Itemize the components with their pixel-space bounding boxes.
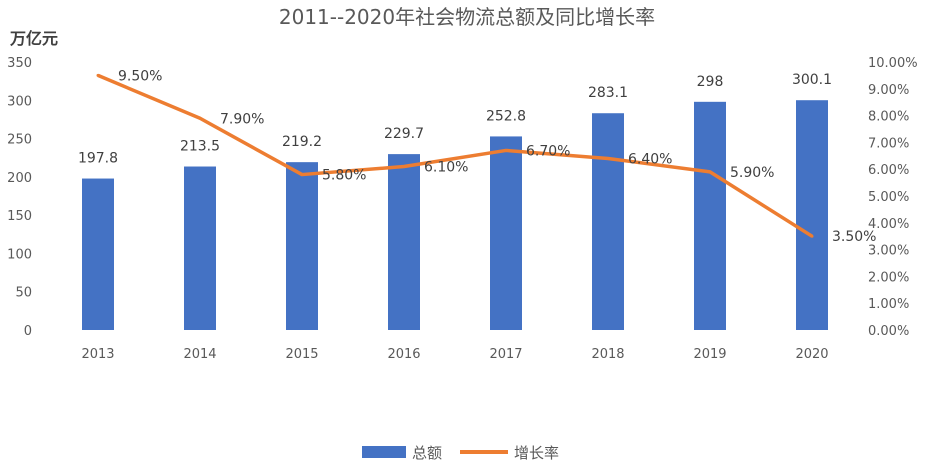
bar (82, 178, 114, 330)
y2-tick-label: 0.00% (868, 324, 909, 339)
x-tick-label: 2014 (183, 347, 216, 362)
line-point (96, 73, 100, 77)
legend: 总额 增长率 (362, 444, 559, 462)
bar-data-label: 300.1 (792, 72, 832, 88)
y2-tick-label: 2.00% (868, 270, 909, 285)
y-tick-label: 200 (7, 171, 32, 186)
x-tick-label: 2015 (285, 347, 318, 362)
bar-data-label: 219.2 (282, 134, 322, 150)
bar (490, 136, 522, 330)
line-point (402, 165, 406, 169)
chart-title: 2011--2020年社会物流总额及同比增长率 (279, 5, 655, 29)
line-data-label: 5.90% (730, 165, 774, 181)
x-tick-label: 2013 (81, 347, 114, 362)
line-point (606, 156, 610, 160)
y-tick-label: 150 (7, 209, 32, 224)
bar (694, 101, 726, 331)
line-point (504, 148, 508, 152)
bar-data-label: 298 (697, 74, 724, 90)
bar (286, 162, 318, 330)
line-data-label: 3.50% (832, 229, 876, 245)
x-tick-label: 2016 (387, 347, 420, 362)
y2-tick-label: 8.00% (868, 110, 909, 125)
x-tick-label: 2020 (795, 347, 828, 362)
y-axis-label: 万亿元 (9, 29, 58, 48)
y-tick-label: 0 (24, 324, 32, 339)
legend-label-bar: 总额 (412, 444, 442, 462)
bar-data-label: 229.7 (384, 126, 424, 142)
y-tick-label: 100 (7, 247, 32, 262)
left-axis: 0 50 100 150 200 250 300 350 (7, 56, 32, 339)
bar (184, 166, 216, 330)
y-tick-label: 50 (15, 286, 32, 301)
line-point (810, 234, 814, 238)
y2-tick-label: 4.00% (868, 217, 909, 232)
y2-tick-label: 1.00% (868, 297, 909, 312)
line-data-label: 5.80% (322, 168, 366, 184)
line-data-label: 6.70% (526, 143, 570, 159)
right-axis: 0.00% 1.00% 2.00% 3.00% 4.00% 5.00% 6.00% 7.00%… (868, 56, 918, 339)
bar-data-label: 283.1 (588, 85, 628, 101)
bar (388, 154, 420, 330)
x-tick-label: 2017 (489, 347, 522, 362)
y-tick-label: 250 (7, 133, 32, 148)
line-point (708, 170, 712, 174)
y2-tick-label: 7.00% (868, 136, 909, 151)
line-data-label: 7.90% (220, 111, 264, 127)
x-axis: 2013 2014 2015 2016 2017 2018 2019 2020 (81, 347, 828, 362)
line-data-label: 6.40% (628, 151, 672, 167)
line-point (300, 173, 304, 177)
line-data-label: 6.10% (424, 160, 468, 176)
bar-data-label: 213.5 (180, 139, 220, 155)
bar (796, 100, 828, 331)
y2-tick-label: 10.00% (868, 56, 918, 71)
bar-data-label: 252.8 (486, 108, 526, 124)
bar-data-label: 197.8 (78, 151, 118, 167)
growth-line (97, 73, 813, 238)
y2-tick-label: 5.00% (868, 190, 909, 205)
y-tick-label: 300 (7, 94, 32, 109)
y2-tick-label: 3.00% (868, 244, 909, 259)
y2-tick-label: 9.00% (868, 83, 909, 98)
x-tick-label: 2019 (693, 347, 726, 362)
y-tick-label: 350 (7, 56, 32, 71)
bar-series: 197.8 213.5 219.2 229.7 252.8 283.1 298 300.1 (78, 72, 832, 331)
bar (592, 113, 624, 330)
x-tick-label: 2018 (591, 347, 624, 362)
line-data-label: 9.50% (118, 68, 162, 84)
y2-tick-label: 6.00% (868, 163, 909, 178)
legend-swatch-bar (362, 446, 406, 458)
legend-label-line: 增长率 (514, 444, 559, 462)
line-point (198, 116, 202, 120)
line-series: 9.50% 7.90% 5.80% 6.10% 6.70% 6.40% 5.90% 3.50% (96, 68, 876, 245)
